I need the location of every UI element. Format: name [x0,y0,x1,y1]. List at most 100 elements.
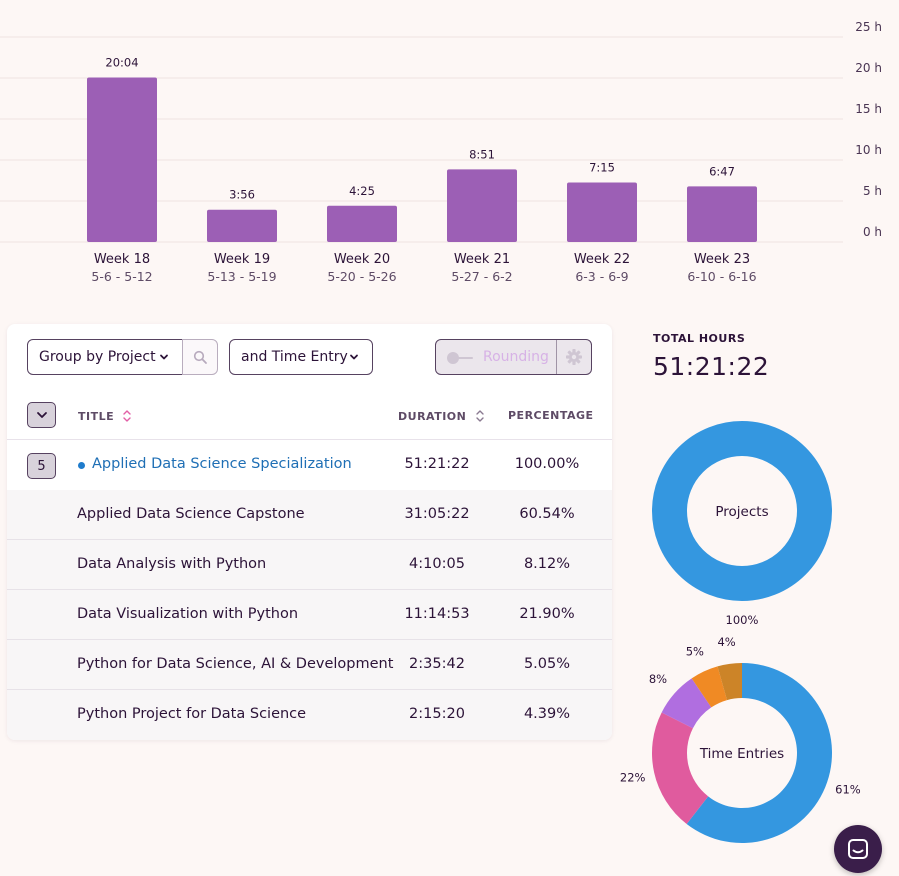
weekly-bar-chart: 0 h 5 h 10 h 15 h 20 h 25 h 20:04 Week 18 5-6 - … [0,20,882,284]
bar-value-label: 6:47 [709,164,735,178]
y-tick-label: 10 h [855,143,882,157]
bar-value-label: 4:25 [349,184,375,198]
project-name[interactable]: Applied Data Science Specialization [92,456,352,472]
column-duration-label: DURATION [398,410,467,423]
rounding-label: Rounding [483,349,549,365]
entry-count-badge[interactable]: 5 [27,453,56,479]
sort-icon [476,410,484,422]
row-duration: 11:14:53 [404,606,470,622]
chevron-down-icon [160,354,168,360]
x-tick-sublabel: 6-3 - 6-9 [575,269,628,284]
bar[interactable] [87,77,157,243]
x-tick-sublabel: 5-6 - 5-12 [91,269,152,284]
donut-percent-label: 100% [726,613,759,627]
y-tick-label: 25 h [855,20,882,34]
row-title: Data Visualization with Python [77,606,299,622]
sub-group-select[interactable]: and Time Entry [229,339,373,375]
rounding-toggle[interactable] [446,351,474,365]
chat-button[interactable] [834,825,882,873]
group-duration: 51:21:22 [404,456,470,472]
y-tick-label: 0 h [863,225,882,239]
donut-percent-label: 22% [620,771,646,785]
bar[interactable] [687,186,757,242]
donut-slice[interactable] [691,666,728,708]
chevron-down-icon [350,354,358,360]
row-duration: 4:10:05 [409,556,465,572]
donut-center-label: Time Entries [699,746,784,762]
bar[interactable] [327,205,397,242]
donut-slice[interactable] [686,663,832,843]
project-group-row[interactable]: 5 Applied Data Science Specialization 51… [7,441,612,490]
x-tick-sublabel: 5-13 - 5-19 [207,269,276,284]
table-row[interactable]: Applied Data Science Capstone 31:05:22 6… [7,490,612,540]
donut-slice[interactable] [652,421,832,601]
donut-percent-label: 4% [717,635,735,649]
donut-slice[interactable] [717,663,742,701]
table-header: TITLE DURATION PERCENTAGE [7,400,612,440]
x-tick-label: Week 23 [694,252,750,267]
column-percentage: PERCENTAGE [508,409,594,422]
table-row[interactable]: Data Analysis with Python 4:10:05 8.12% [7,540,612,590]
row-title: Python Project for Data Science [77,706,307,722]
report-toolbar: Group by Project and Time Entry Rounding [27,339,592,375]
y-tick-label: 20 h [855,61,882,75]
total-hours-label: TOTAL HOURS [653,332,746,345]
row-percentage: 21.90% [519,606,575,622]
row-percentage: 60.54% [519,506,575,522]
x-tick-label: Week 21 [454,252,510,267]
y-tick-label: 15 h [855,102,882,116]
column-title-label: TITLE [78,410,115,423]
x-tick-label: Week 20 [334,252,390,267]
row-percentage: 5.05% [523,656,571,672]
chevron-down-icon [36,412,47,418]
x-tick-sublabel: 5-20 - 5-26 [327,269,396,284]
x-tick-label: Week 19 [214,252,270,267]
sub-group-label: and Time Entry [241,349,348,365]
x-tick-sublabel: 6-10 - 6-16 [687,269,756,284]
bar[interactable] [567,182,637,242]
time-entry-rows: Applied Data Science Capstone 31:05:22 6… [7,490,612,740]
project-color-dot [78,462,85,469]
table-row[interactable]: Python Project for Data Science 2:15:20 … [7,690,612,740]
bar-value-label: 7:15 [589,161,615,175]
bar-value-label: 3:56 [229,188,255,202]
bar[interactable] [207,209,277,242]
bar-value-label: 20:04 [105,55,138,69]
row-title: Python for Data Science, AI & Developmen… [77,656,394,672]
row-duration: 2:35:42 [409,656,465,672]
total-hours-value: 51:21:22 [653,352,770,381]
bar[interactable] [447,169,517,242]
column-percentage-label: PERCENTAGE [508,409,594,422]
x-tick-label: Week 18 [94,252,150,267]
y-tick-label: 5 h [863,184,882,198]
gear-icon[interactable] [565,348,583,366]
group-by-select[interactable]: Group by Project [27,339,183,375]
donut-slice[interactable] [661,678,712,729]
group-by-label: Group by Project [39,349,156,365]
column-title[interactable]: TITLE [78,409,132,423]
bar-value-label: 8:51 [469,147,495,161]
row-duration: 2:15:20 [409,706,465,722]
time-entries-donut-chart: 61% 22% 8% 5% 4% Time Entries [620,635,861,843]
row-percentage: 8.12% [523,556,571,572]
row-duration: 31:05:22 [404,506,470,522]
donut-percent-label: 8% [649,672,667,686]
row-title: Data Analysis with Python [77,556,267,572]
rounding-control: Rounding [435,339,592,375]
report-table-card: Group by Project and Time Entry Rounding [7,324,612,740]
search-button[interactable] [182,339,218,375]
chat-icon [848,839,868,859]
row-percentage: 4.39% [523,706,571,722]
search-icon [193,350,207,364]
expand-all-button[interactable] [27,402,56,428]
donut-percent-label: 5% [686,644,704,658]
table-row[interactable]: Python for Data Science, AI & Developmen… [7,640,612,690]
table-row[interactable]: Data Visualization with Python 11:14:53 … [7,590,612,640]
projects-donut-chart: 100% Projects [652,421,832,627]
group-percentage: 100.00% [514,456,580,472]
donut-percent-label: 61% [835,782,861,796]
column-duration[interactable]: DURATION [398,409,485,423]
donut-slice[interactable] [652,712,709,824]
row-title: Applied Data Science Capstone [77,506,305,522]
x-tick-sublabel: 5-27 - 6-2 [451,269,512,284]
